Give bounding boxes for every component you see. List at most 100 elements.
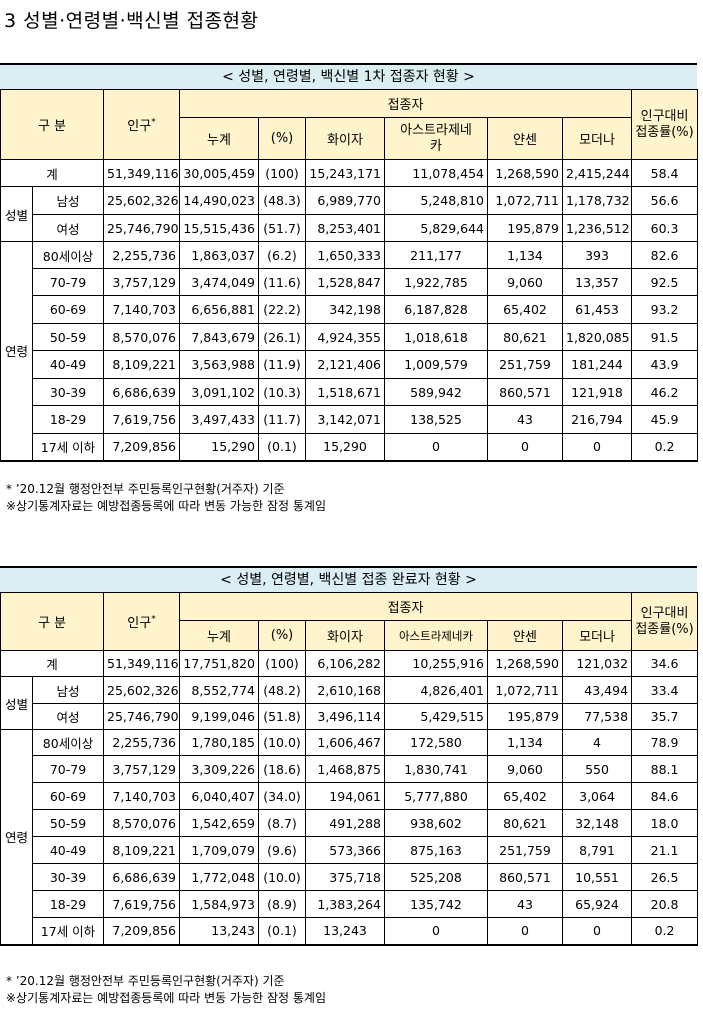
total-cell: 9,199,046 (179, 703, 259, 730)
sex-group-label: 성별 (0, 186, 33, 242)
moderna-cell: 121,918 (561, 378, 633, 406)
rate-cell: 35.7 (631, 703, 699, 730)
population-cell: 7,140,703 (103, 782, 180, 810)
janssen-cell: 65,402 (487, 782, 563, 810)
moderna-cell: 4 (561, 729, 633, 756)
janssen-cell: 43 (487, 405, 563, 434)
row-label: 여성 (32, 703, 104, 730)
pfizer-cell: 15,243,171 (305, 159, 385, 187)
pfizer-cell: 375,718 (305, 863, 385, 891)
astrazeneca-cell: 875,163 (384, 836, 488, 864)
astrazeneca-cell: 1,009,579 (384, 350, 488, 379)
percent-cell: (34.0) (258, 782, 306, 810)
completed-table-title: < 성별, 연령별, 백신별 접종 완료자 현황 > (0, 566, 697, 592)
percent-cell: (6.2) (258, 241, 306, 269)
astrazeneca-cell: 525,208 (384, 863, 488, 891)
row-label: 계 (0, 650, 104, 677)
rate-cell: 82.6 (631, 241, 699, 269)
moderna-cell: 8,791 (561, 836, 633, 864)
table-row: 성별 남성 25,602,326 8,552,774 (48.2) 2,610,… (0, 676, 699, 730)
row-label: 18-29 (32, 890, 104, 918)
percent-header: (%) (258, 620, 306, 651)
pfizer-cell: 491,288 (305, 809, 385, 837)
rate-cell: 34.6 (631, 650, 699, 677)
population-cell: 3,757,129 (103, 268, 180, 296)
moderna-cell: 43,494 (561, 676, 633, 704)
first-dose-table: 구 분 인구* 접종자 인구대비 접종률(%) 누계 (%) 화이자 아스트라제네… (0, 89, 699, 462)
percent-cell: (22.2) (258, 295, 306, 324)
astrazeneca-cell: 11,078,454 (384, 159, 488, 187)
population-cell: 6,686,639 (103, 378, 180, 406)
pfizer-cell: 1,606,467 (305, 729, 385, 756)
pfizer-cell: 1,518,671 (305, 378, 385, 406)
pfizer-cell: 6,989,770 (305, 186, 385, 215)
pfizer-cell: 194,061 (305, 782, 385, 810)
population-cell: 7,619,756 (103, 405, 180, 434)
population-cell: 8,109,221 (103, 836, 180, 864)
astrazeneca-cell: 10,255,916 (384, 650, 488, 677)
total-cell: 3,091,102 (179, 378, 259, 406)
row-label: 17세 이하 (32, 433, 104, 461)
population-cell: 2,255,736 (103, 241, 180, 269)
percent-cell: (48.3) (258, 186, 306, 215)
table-row: 60-69 7,140,703 6,040,407 (34.0) 194,061… (1, 782, 699, 810)
age-group-label: 연령 (0, 241, 33, 461)
pfizer-cell: 1,528,847 (305, 268, 385, 296)
source-note: * ’20.12월 행정안전부 주민등록인구현황(거주자) 기준 (6, 974, 285, 988)
row-label: 40-49 (32, 836, 104, 864)
population-cell: 25,602,326 (103, 186, 180, 215)
population-cell: 7,140,703 (103, 295, 180, 324)
moderna-cell: 10,551 (561, 863, 633, 891)
moderna-cell: 181,244 (561, 350, 633, 379)
total-cell: 1,584,973 (179, 890, 259, 918)
moderna-cell: 1,820,085 (561, 323, 633, 351)
janssen-cell: 195,879 (487, 214, 563, 242)
rate-cell: 78.9 (631, 729, 699, 756)
moderna-cell: 77,538 (561, 703, 633, 730)
row-label: 70-79 (32, 268, 104, 296)
population-cell: 51,349,116 (103, 650, 180, 677)
percent-cell: (18.6) (258, 755, 306, 783)
population-cell: 25,746,790 (103, 703, 180, 730)
percent-cell: (51.8) (258, 703, 306, 730)
table-header-row: 구 분 인구* 접종자 인구대비 접종률(%) (0, 592, 699, 651)
percent-cell: (0.1) (258, 917, 306, 945)
pfizer-header: 화이자 (305, 117, 385, 160)
table-row: 70-79 3,757,129 3,309,226 (18.6) 1,468,8… (1, 755, 699, 783)
moderna-cell: 393 (561, 241, 633, 269)
astrazeneca-cell: 0 (384, 433, 488, 461)
pfizer-header: 화이자 (305, 620, 385, 651)
janssen-header: 얀센 (487, 620, 563, 651)
row-label: 50-59 (32, 809, 104, 837)
rate-cell: 93.2 (631, 295, 699, 324)
janssen-cell: 251,759 (487, 350, 563, 379)
total-cell: 1,772,048 (179, 863, 259, 891)
total-cell: 15,290 (179, 433, 259, 461)
rate-cell: 56.6 (631, 186, 699, 215)
moderna-cell: 32,148 (561, 809, 633, 837)
janssen-cell: 1,072,711 (487, 676, 563, 704)
rate-cell: 45.9 (631, 405, 699, 434)
pfizer-cell: 3,142,071 (305, 405, 385, 434)
astrazeneca-header: 아스트라제네카 (384, 620, 488, 651)
percent-cell: (10.0) (258, 863, 306, 891)
rate-cell: 26.5 (631, 863, 699, 891)
janssen-cell: 80,621 (487, 323, 563, 351)
total-cell: 14,490,023 (179, 186, 259, 215)
rate-cell: 43.9 (631, 350, 699, 379)
total-cell: 3,563,988 (179, 350, 259, 379)
rate-cell: 18.0 (631, 809, 699, 837)
table-row: 30-39 6,686,639 1,772,048 (10.0) 375,718… (1, 863, 699, 891)
table-row: 60-69 7,140,703 6,656,881 (22.2) 342,198… (1, 295, 699, 324)
astrazeneca-cell: 6,187,828 (384, 295, 488, 324)
table-row: 17세 이하 7,209,856 15,290 (0.1) 15,290 0 0… (0, 433, 699, 461)
pfizer-cell: 4,924,355 (305, 323, 385, 351)
rate-cell: 58.4 (631, 159, 699, 187)
pfizer-cell: 3,496,114 (305, 703, 385, 730)
population-cell: 8,570,076 (103, 809, 180, 837)
total-cell: 15,515,436 (179, 214, 259, 242)
population-cell: 25,602,326 (103, 676, 180, 704)
table-row: 30-39 6,686,639 3,091,102 (10.3) 1,518,6… (1, 378, 699, 406)
total-cell: 3,497,433 (179, 405, 259, 434)
